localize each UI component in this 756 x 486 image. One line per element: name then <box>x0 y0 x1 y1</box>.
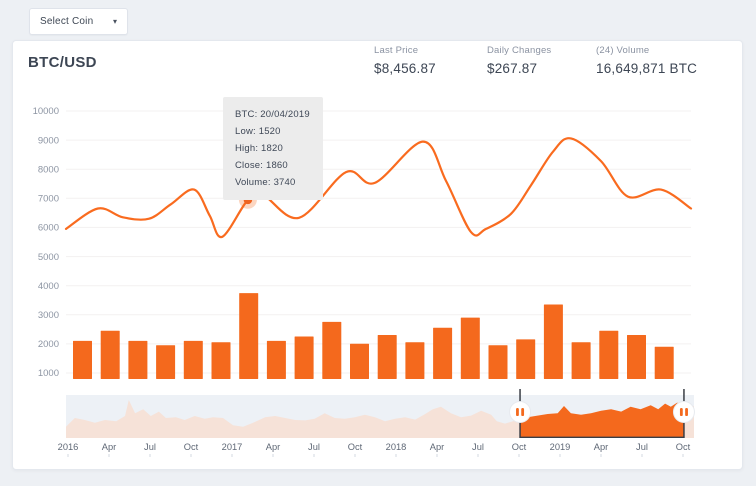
x-tick-label: Oct <box>348 442 363 452</box>
y-tick-label: 10000 <box>33 106 59 117</box>
x-tick-label: 2017 <box>222 442 243 452</box>
volume-bar[interactable] <box>571 342 591 379</box>
stat-value: $8,456.87 <box>374 61 436 76</box>
volume-bar[interactable] <box>128 340 148 379</box>
x-tick-label: 2016 <box>58 442 79 452</box>
y-tick-label: 6000 <box>38 223 59 234</box>
y-tick-label: 4000 <box>38 281 59 292</box>
price-line[interactable] <box>64 137 693 239</box>
y-tick-label: 7000 <box>38 194 59 205</box>
volume-bar[interactable] <box>322 321 342 379</box>
x-tick-label: Jul <box>308 442 320 452</box>
gridlines <box>66 110 691 374</box>
brush-handle-left[interactable] <box>509 401 532 423</box>
stat-label: (24) Volume <box>596 45 650 56</box>
brush-selected-area[interactable] <box>66 400 694 438</box>
x-tick-label: Oct <box>676 442 691 452</box>
y-tick-label: 8000 <box>38 164 59 175</box>
stat-volume-24: (24) Volume 16,649,871 BTC <box>596 45 697 76</box>
volume-bar[interactable] <box>654 346 674 379</box>
volume-bar[interactable] <box>516 339 536 379</box>
volume-bar[interactable] <box>183 340 203 379</box>
x-tick-label: 2018 <box>386 442 407 452</box>
volume-bar[interactable] <box>627 335 646 379</box>
pause-icon <box>679 408 688 416</box>
x-tick-label: Jul <box>144 442 156 452</box>
x-tick-label: Apr <box>266 442 280 452</box>
coin-select-dropdown[interactable]: Select Coin ▾ <box>29 8 128 35</box>
pause-icon <box>516 408 525 416</box>
x-tick-label: Oct <box>184 442 199 452</box>
volume-bar[interactable] <box>405 342 425 379</box>
volume-bar[interactable] <box>460 317 480 379</box>
x-axis-labels: 2016 Apr Jul Oct 2017 Apr Jul Oct 2018 Apr Jul Oct 2… <box>58 442 691 457</box>
chart-tooltip: BTC: 20/04/2019 Low: 1520 High: 1820 Clo… <box>223 97 323 200</box>
volume-bar[interactable] <box>266 340 286 379</box>
coin-select-label: Select Coin <box>40 16 94 27</box>
stat-daily-changes: Daily Changes $267.87 <box>487 45 551 76</box>
volume-bar[interactable] <box>294 336 314 380</box>
chart-card: 1000 2000 3000 4000 5000 6000 7000 8000 9000 1000… <box>12 40 743 470</box>
x-tick-label: 2019 <box>550 442 571 452</box>
volume-bar[interactable] <box>377 335 397 379</box>
volume-bar[interactable] <box>599 330 619 379</box>
y-tick-label: 5000 <box>38 252 59 263</box>
x-tick-label: Apr <box>430 442 444 452</box>
price-volume-chart[interactable]: 1000 2000 3000 4000 5000 6000 7000 8000 9000 1000… <box>13 41 744 471</box>
tooltip-line: Volume: 3740 <box>235 177 296 188</box>
x-tick-label: Apr <box>594 442 608 452</box>
y-tick-label: 9000 <box>38 135 59 146</box>
x-tick-label: Jul <box>636 442 648 452</box>
volume-bar[interactable] <box>543 304 563 380</box>
volume-bar[interactable] <box>73 340 92 379</box>
chevron-down-icon: ▾ <box>112 17 117 26</box>
pair-title: BTC/USD <box>28 54 97 71</box>
tooltip-line: Low: 1520 <box>235 126 281 137</box>
x-tick-label: Apr <box>102 442 116 452</box>
stat-last-price: Last Price $8,456.87 <box>374 45 436 76</box>
y-tick-label: 3000 <box>38 310 59 321</box>
tooltip-line: BTC: 20/04/2019 <box>235 109 310 120</box>
y-axis-labels: 1000 2000 3000 4000 5000 6000 7000 8000 9000 1000… <box>33 106 59 379</box>
volume-bar[interactable] <box>156 345 176 379</box>
volume-bar[interactable] <box>350 343 369 379</box>
handle-circle <box>509 401 532 423</box>
stat-label: Daily Changes <box>487 45 552 56</box>
volume-bar[interactable] <box>239 293 259 379</box>
stat-label: Last Price <box>374 45 419 56</box>
volume-bar[interactable] <box>100 330 120 379</box>
volume-bars[interactable] <box>73 293 674 379</box>
tooltip-line: High: 1820 <box>235 143 283 154</box>
handle-circle <box>672 401 695 423</box>
brush-handle-right[interactable] <box>672 401 695 423</box>
x-tick-label: Jul <box>472 442 484 452</box>
y-tick-label: 1000 <box>38 368 59 379</box>
x-tick-label: Oct <box>512 442 527 452</box>
volume-bar[interactable] <box>433 327 453 379</box>
tooltip-line: Close: 1860 <box>235 160 288 171</box>
volume-bar[interactable] <box>211 342 231 379</box>
y-tick-label: 2000 <box>38 339 59 350</box>
overview-brush[interactable] <box>66 389 695 438</box>
volume-bar[interactable] <box>488 345 508 379</box>
stat-value: $267.87 <box>487 61 538 76</box>
stat-value: 16,649,871 BTC <box>596 61 698 76</box>
